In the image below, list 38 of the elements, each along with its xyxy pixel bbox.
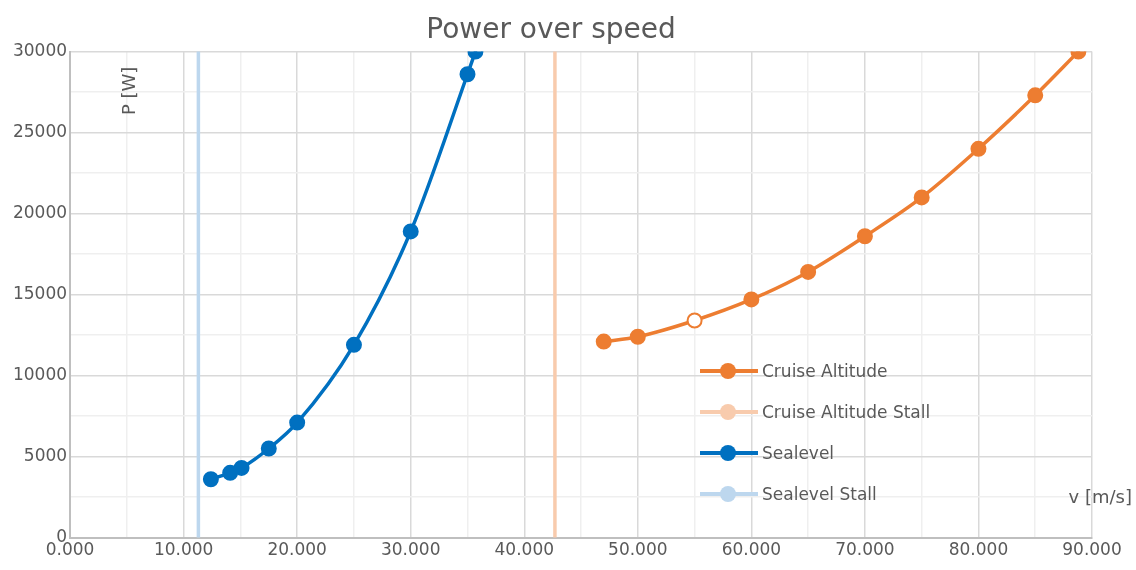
legend-label: Sealevel	[762, 442, 835, 463]
point	[970, 140, 987, 157]
point	[800, 263, 817, 280]
point	[743, 291, 760, 308]
point	[595, 333, 612, 350]
x-tick-label: 60.000	[721, 539, 782, 560]
y-tick-label: 15000	[12, 283, 68, 304]
x-tick-label: 30.000	[380, 539, 441, 560]
chart-title: Power over speed	[426, 12, 676, 46]
x-tick-label: 10.000	[153, 539, 214, 560]
x-tick-label: 80.000	[948, 539, 1009, 560]
y-axis-title: P [W]	[117, 66, 139, 116]
x-tick-label: 50.000	[608, 539, 668, 560]
point	[686, 312, 703, 329]
y-tick-label: 25000	[12, 121, 68, 142]
x-tick-label: 70.000	[835, 539, 895, 560]
point	[289, 414, 306, 431]
x-tick-label: 20.000	[267, 539, 327, 560]
x-tick-label: 90.000	[1062, 539, 1122, 560]
legend-label: Cruise Altitude Stall	[762, 401, 931, 422]
point	[345, 336, 362, 353]
x-tick-label: 40.000	[494, 539, 555, 560]
y-tick-label: 20000	[12, 202, 68, 223]
legend-label: Sealevel Stall	[762, 483, 877, 504]
y-tick-label: 5000	[23, 445, 68, 466]
x-axis-title: v [m/s]	[1068, 486, 1132, 508]
point	[459, 66, 476, 83]
point	[233, 459, 250, 476]
point	[1027, 87, 1044, 104]
point	[913, 189, 930, 206]
point	[402, 223, 419, 240]
legend-label: Cruise Altitude	[762, 360, 888, 381]
point	[856, 228, 873, 245]
y-tick-label: 30000	[12, 40, 68, 61]
point	[629, 328, 646, 345]
y-tick-label: 10000	[12, 364, 68, 385]
point	[202, 471, 219, 488]
point	[260, 440, 277, 457]
